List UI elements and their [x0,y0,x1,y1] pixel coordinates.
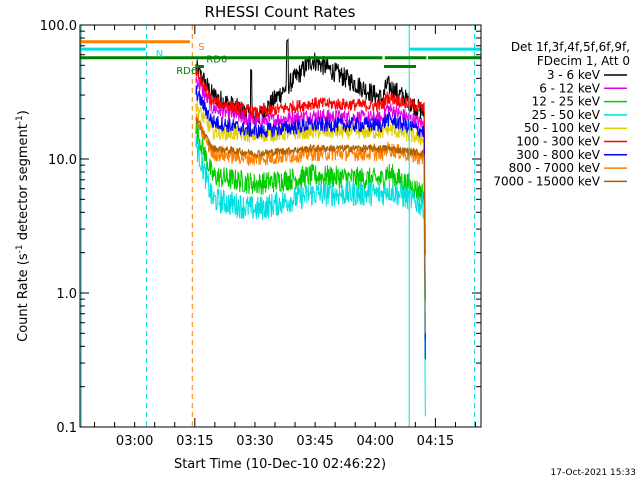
series-line-12-25-kev [195,121,426,341]
chart-title: RHESSI Count Rates [205,3,356,21]
annotation-rd6: RD6 [176,66,197,77]
annotation-layer: S N RD0 RD6 [156,42,228,77]
x-tick-label: 03:45 [296,434,333,449]
y-axis-ticks: 0.1 1.0 10.0 100.0 [40,19,481,436]
legend-label: 100 - 300 keV [516,135,600,149]
x-tick-label: 03:15 [176,434,213,449]
legend-label: 12 - 25 keV [532,95,601,109]
x-axis-ticks: 03:00 03:15 03:30 03:45 04:00 04:15 [94,25,477,449]
legend-label: 7000 - 15000 keV [493,174,600,188]
legend-header-line-1: Det 1f,3f,4f,5f,6f,9f, [511,40,630,54]
series-line-7000-15000-kev [195,117,426,301]
series-line-100-300-kev [195,67,426,256]
legend-label: 50 - 100 keV [524,121,601,135]
plot-area [80,25,481,427]
legend-label: 800 - 7000 keV [509,161,601,175]
plot-frame [79,24,482,428]
series-line-300-800-kev [195,85,426,360]
annotation-n: N [156,49,163,60]
annotation-rd0: RD0 [206,55,227,66]
series-layer [195,38,426,417]
series-line-6-12-kev [195,77,426,300]
x-axis-label: Start Time (10-Dec-10 02:46:22) [174,457,386,472]
legend-label: 6 - 12 keV [539,81,601,95]
annotation-s: S [198,42,204,53]
legend-label: 3 - 6 keV [547,68,601,82]
y-tick-label: 10.0 [48,153,77,168]
marker-layer [80,25,476,427]
y-tick-label: 1.0 [56,287,77,302]
y-tick-label: 100.0 [40,19,77,34]
x-tick-label: 04:15 [417,434,454,449]
status-bar-layer [80,40,481,69]
footer-timestamp: 17-Oct-2021 15:33 [551,468,636,478]
legend-header-line-2: FDecim 1, Att 0 [537,54,630,68]
legend-label: 25 - 50 keV [532,108,601,122]
y-tick-label: 0.1 [56,421,77,436]
y-axis-label: Count Rate (s-1 detector segment-1) [15,110,31,342]
x-tick-label: 03:30 [236,434,273,449]
x-tick-label: 04:00 [357,434,394,449]
x-tick-label: 03:00 [116,434,153,449]
legend-label: 300 - 800 keV [516,148,600,162]
series-line-50-100-kev [195,100,426,314]
series-line-25-50-kev [195,134,426,417]
